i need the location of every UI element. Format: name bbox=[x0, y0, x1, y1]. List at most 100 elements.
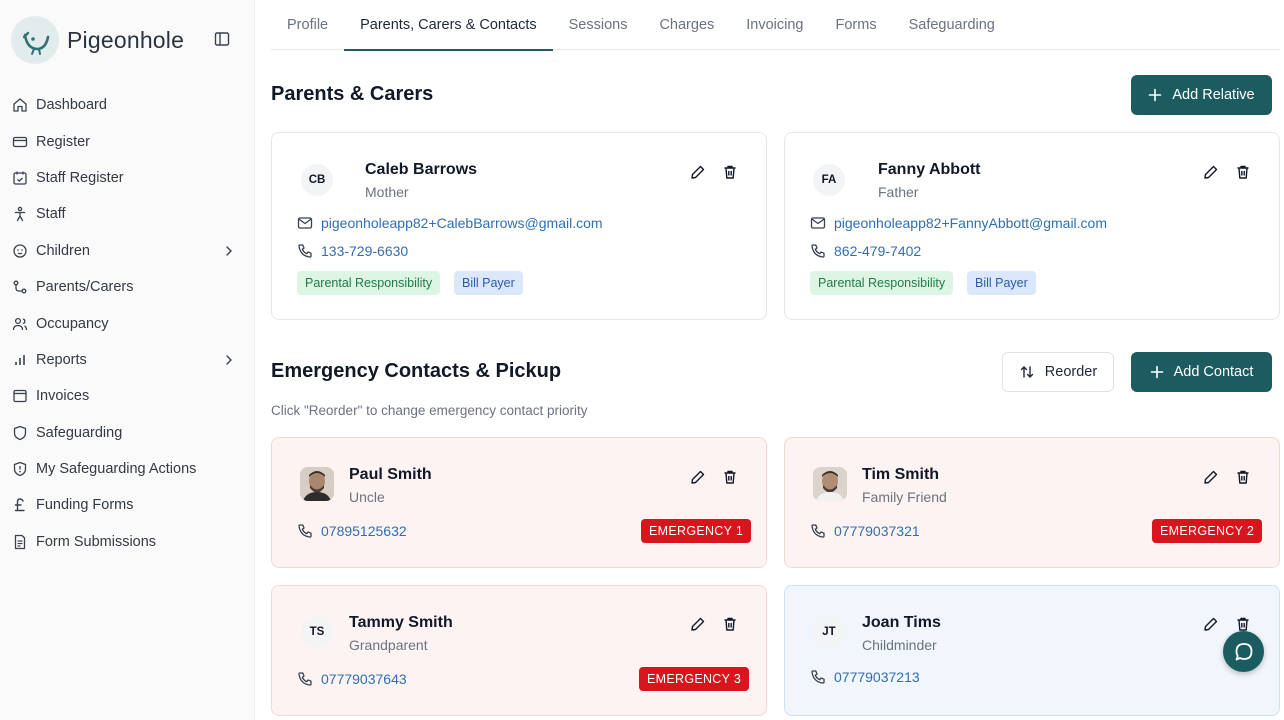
shield-icon bbox=[12, 425, 28, 441]
edit-icon[interactable] bbox=[1201, 162, 1221, 182]
sidebar-item-label: Safeguarding bbox=[36, 424, 123, 441]
reorder-button[interactable]: Reorder bbox=[1002, 352, 1114, 392]
contact-name: Tammy Smith bbox=[349, 614, 453, 631]
sidebar-item-occupancy[interactable]: Occupancy bbox=[0, 305, 255, 341]
edit-icon[interactable] bbox=[688, 162, 708, 182]
delete-icon[interactable] bbox=[720, 614, 740, 634]
document-icon bbox=[12, 534, 28, 550]
contact-relation: Childminder bbox=[862, 637, 937, 653]
phone-icon bbox=[810, 523, 826, 539]
baby-icon bbox=[12, 243, 28, 259]
profile-tabs: Profile Parents, Carers & Contacts Sessi… bbox=[271, 0, 1280, 51]
pound-icon bbox=[12, 497, 28, 513]
tab-parents-carers-contacts[interactable]: Parents, Carers & Contacts bbox=[344, 0, 553, 51]
delete-icon[interactable] bbox=[720, 162, 740, 182]
add-relative-button[interactable]: Add Relative bbox=[1131, 75, 1272, 115]
phone-link[interactable]: 862-479-7402 bbox=[810, 243, 921, 259]
tab-profile[interactable]: Profile bbox=[287, 17, 329, 33]
reorder-label: Reorder bbox=[1044, 364, 1098, 380]
contact-photo bbox=[300, 467, 334, 501]
delete-icon[interactable] bbox=[720, 467, 740, 487]
sidebar-item-funding-forms[interactable]: Funding Forms bbox=[0, 487, 255, 523]
emergency-section-title: Emergency Contacts & Pickup bbox=[271, 360, 562, 382]
mail-icon bbox=[297, 215, 313, 231]
parent-card: FA Fanny Abbott Father pigeonholeapp82+F… bbox=[784, 132, 1280, 320]
sidebar-item-form-submissions[interactable]: Form Submissions bbox=[0, 524, 255, 560]
home-icon bbox=[12, 97, 28, 113]
phone-link[interactable]: 07779037643 bbox=[297, 671, 407, 687]
parents-section-title: Parents & Carers bbox=[271, 83, 434, 105]
phone-link[interactable]: 07779037321 bbox=[810, 523, 920, 539]
edit-icon[interactable] bbox=[1201, 467, 1221, 487]
sidebar-item-label: Invoices bbox=[36, 388, 90, 405]
edit-icon[interactable] bbox=[688, 467, 708, 487]
sidebar-toggle-icon[interactable] bbox=[213, 30, 231, 48]
avatar: FA bbox=[813, 164, 845, 196]
email-link[interactable]: pigeonholeapp82+FannyAbbott@gmail.com bbox=[810, 215, 1107, 231]
pigeon-logo-icon bbox=[11, 16, 59, 64]
route-icon bbox=[12, 279, 28, 295]
chevron-right-icon bbox=[226, 355, 232, 365]
emergency-priority-badge: EMERGENCY 2 bbox=[1152, 519, 1263, 543]
tab-forms[interactable]: Forms bbox=[835, 17, 877, 33]
sidebar-item-children[interactable]: Children bbox=[0, 233, 255, 269]
contact-name: Paul Smith bbox=[349, 466, 432, 483]
contact-relation: Father bbox=[878, 184, 919, 200]
sidebar-item-register[interactable]: Register bbox=[0, 123, 255, 159]
sidebar-item-safeguarding[interactable]: Safeguarding bbox=[0, 415, 255, 451]
email-text: pigeonholeapp82+CalebBarrows@gmail.com bbox=[321, 215, 603, 231]
sidebar-item-label: Dashboard bbox=[36, 97, 107, 114]
sidebar-item-my-safeguarding-actions[interactable]: My Safeguarding Actions bbox=[0, 451, 255, 487]
phone-link[interactable]: 133-729-6630 bbox=[297, 243, 408, 259]
sidebar-item-label: Funding Forms bbox=[36, 497, 134, 514]
chat-button[interactable] bbox=[1223, 631, 1264, 672]
contact-relation: Uncle bbox=[349, 489, 385, 505]
person-icon bbox=[12, 206, 28, 222]
phone-link[interactable]: 07779037213 bbox=[810, 669, 920, 685]
tab-invoicing[interactable]: Invoicing bbox=[746, 17, 804, 33]
phone-text: 862-479-7402 bbox=[834, 243, 922, 259]
phone-text: 133-729-6630 bbox=[321, 243, 409, 259]
sidebar-item-dashboard[interactable]: Dashboard bbox=[0, 87, 255, 123]
phone-text: 07779037213 bbox=[834, 669, 920, 685]
phone-text: 07895125632 bbox=[321, 523, 407, 539]
add-contact-button[interactable]: Add Contact bbox=[1131, 352, 1272, 392]
avatar: TS bbox=[301, 616, 333, 648]
phone-icon bbox=[810, 243, 826, 259]
tab-charges[interactable]: Charges bbox=[659, 17, 715, 33]
contact-relation: Family Friend bbox=[862, 489, 947, 505]
delete-icon[interactable] bbox=[1233, 614, 1253, 634]
calendar-check-icon bbox=[12, 170, 28, 186]
contact-relation: Mother bbox=[365, 184, 409, 200]
delete-icon[interactable] bbox=[1233, 467, 1253, 487]
sidebar-item-staff-register[interactable]: Staff Register bbox=[0, 160, 255, 196]
brand-name: Pigeonhole bbox=[67, 26, 185, 53]
sidebar-item-label: Parents/Carers bbox=[36, 279, 134, 296]
tab-safeguarding[interactable]: Safeguarding bbox=[908, 17, 995, 33]
sidebar-item-reports[interactable]: Reports bbox=[0, 342, 255, 378]
phone-link[interactable]: 07895125632 bbox=[297, 523, 407, 539]
sidebar-item-label: My Safeguarding Actions bbox=[36, 461, 197, 478]
sidebar-item-label: Register bbox=[36, 133, 90, 150]
sidebar-item-label: Children bbox=[36, 242, 90, 259]
brand[interactable]: Pigeonhole bbox=[11, 14, 184, 66]
email-link[interactable]: pigeonholeapp82+CalebBarrows@gmail.com bbox=[297, 215, 603, 231]
sidebar-item-invoices[interactable]: Invoices bbox=[0, 378, 255, 414]
edit-icon[interactable] bbox=[688, 614, 708, 634]
sidebar-item-label: Occupancy bbox=[36, 315, 109, 332]
sidebar-item-parents-carers[interactable]: Parents/Carers bbox=[0, 269, 255, 305]
phone-icon bbox=[297, 523, 313, 539]
phone-icon bbox=[297, 243, 313, 259]
chevron-right-icon bbox=[226, 245, 232, 256]
emergency-contact-card: Tim Smith Family Friend 07779037321 EMER… bbox=[784, 437, 1280, 568]
tag-parental-responsibility: Parental Responsibility bbox=[810, 271, 954, 295]
plus-icon bbox=[1150, 365, 1164, 379]
delete-icon[interactable] bbox=[1233, 162, 1253, 182]
parent-card: CB Caleb Barrows Mother pigeonholeapp82+… bbox=[271, 132, 767, 320]
sidebar-item-staff[interactable]: Staff bbox=[0, 196, 255, 232]
tag-bill-payer: Bill Payer bbox=[454, 271, 523, 295]
tab-sessions[interactable]: Sessions bbox=[568, 17, 628, 33]
edit-icon[interactable] bbox=[1201, 614, 1221, 634]
emergency-contact-card: Paul Smith Uncle 07895125632 EMERGENCY 1 bbox=[271, 437, 767, 568]
pickup-contact-card: JT Joan Tims Childminder 07779037213 bbox=[784, 585, 1280, 716]
